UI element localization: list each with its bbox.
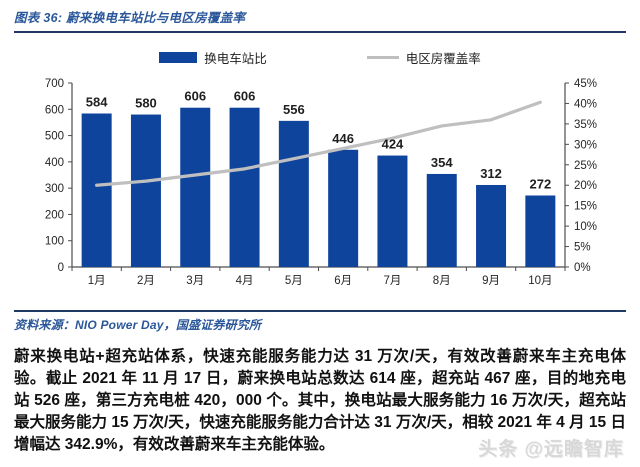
figure-title: 图表 36: 蔚来换电车站比与电区房覆盖率 (14, 11, 246, 25)
svg-text:7月: 7月 (383, 275, 401, 287)
svg-text:580: 580 (135, 96, 157, 111)
svg-text:446: 446 (332, 131, 354, 146)
svg-text:15%: 15% (574, 201, 597, 213)
source-note: 资料来源：NIO Power Day，国盛证券研究所 (14, 318, 262, 332)
svg-text:30%: 30% (574, 139, 597, 151)
svg-text:272: 272 (529, 177, 551, 192)
chart-area: 0 100 200 300 400 500 600 700 0% 5% 10% 15% 20% 25% 30… (14, 69, 626, 306)
svg-text:300: 300 (45, 183, 64, 195)
chart-legend: 换电车站比 电区房覆盖率 (14, 48, 626, 67)
svg-text:100: 100 (45, 236, 64, 248)
svg-text:606: 606 (234, 89, 256, 104)
axis-ticks (68, 82, 569, 271)
watermark: 头条 @远瞻智库 (478, 439, 624, 460)
svg-text:0: 0 (58, 262, 64, 274)
bar-value-labels: 584 580 606 606 556 446 424 354 312 272 (86, 89, 551, 192)
legend-item-line-series: 电区房覆盖率 (366, 48, 481, 67)
header-rule (14, 31, 626, 33)
source-rule (14, 310, 626, 312)
svg-text:5%: 5% (574, 242, 591, 254)
svg-text:600: 600 (45, 104, 64, 116)
svg-text:584: 584 (86, 94, 108, 109)
svg-text:3月: 3月 (186, 275, 204, 287)
bar-series-swatch-icon (159, 52, 198, 63)
svg-text:556: 556 (283, 102, 305, 117)
svg-text:20%: 20% (574, 180, 597, 192)
svg-text:400: 400 (45, 157, 64, 169)
line-series (95, 100, 542, 187)
svg-text:424: 424 (382, 137, 404, 152)
svg-text:700: 700 (45, 78, 64, 90)
svg-text:1月: 1月 (88, 275, 106, 287)
svg-text:606: 606 (184, 89, 206, 104)
svg-text:2月: 2月 (137, 275, 155, 287)
svg-text:8月: 8月 (433, 275, 451, 287)
line-series-legend-label: 电区房覆盖率 (405, 52, 481, 66)
svg-text:312: 312 (480, 166, 502, 181)
svg-text:4月: 4月 (236, 275, 254, 287)
line-series-swatch-icon (366, 56, 399, 59)
svg-text:5月: 5月 (285, 275, 303, 287)
svg-text:0%: 0% (574, 262, 591, 274)
svg-text:45%: 45% (574, 78, 597, 90)
svg-text:9月: 9月 (482, 275, 500, 287)
svg-text:500: 500 (45, 131, 64, 143)
svg-text:6月: 6月 (334, 275, 352, 287)
svg-text:25%: 25% (574, 160, 597, 172)
bar-series (81, 107, 556, 267)
bar-series-legend-label: 换电车站比 (204, 52, 267, 66)
svg-text:10%: 10% (574, 221, 597, 233)
svg-text:354: 354 (431, 155, 453, 170)
svg-text:200: 200 (45, 209, 64, 221)
svg-text:35%: 35% (574, 119, 597, 131)
axis-labels: 0 100 200 300 400 500 600 700 0% 5% 10% 15% 20% 25% 30… (45, 78, 597, 287)
bar-line-chart: 0 100 200 300 400 500 600 700 0% 5% 10% 15% 20% 25% 30… (45, 78, 597, 287)
legend-item-bar-series: 换电车站比 (159, 48, 267, 67)
body-paragraph: 蔚来换电站+超充站体系，快速充能服务能力达 31 万次/天，有效改善蔚来车主充电… (14, 348, 626, 453)
svg-text:10月: 10月 (528, 275, 552, 287)
svg-text:40%: 40% (574, 98, 597, 110)
